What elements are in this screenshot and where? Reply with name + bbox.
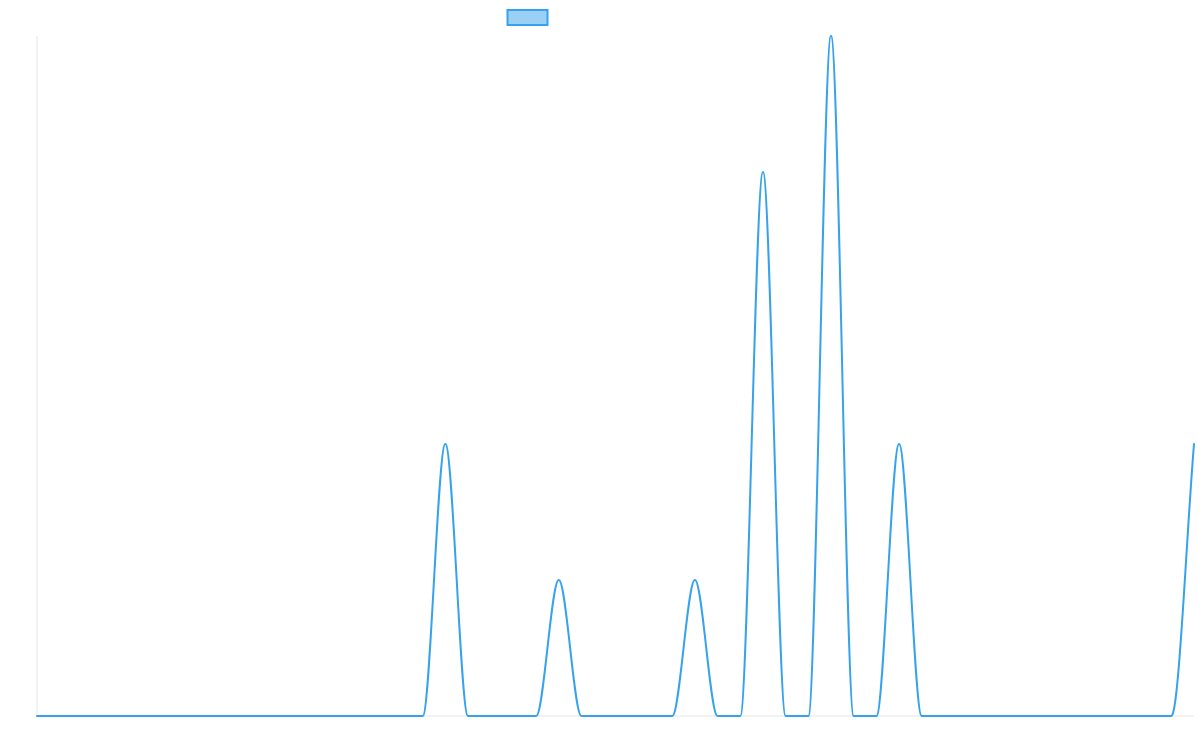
data-point[interactable]	[374, 713, 380, 719]
data-point[interactable]	[873, 713, 879, 719]
data-point[interactable]	[851, 713, 857, 719]
data-point[interactable]	[329, 713, 335, 719]
data-point[interactable]	[170, 713, 176, 719]
data-point[interactable]	[760, 169, 766, 175]
data-point[interactable]	[1032, 713, 1038, 719]
data-point[interactable]	[442, 441, 448, 447]
data-point[interactable]	[647, 713, 653, 719]
data-point[interactable]	[420, 713, 426, 719]
data-point[interactable]	[601, 713, 607, 719]
legend[interactable]	[506, 9, 549, 26]
data-point[interactable]	[805, 713, 811, 719]
data-point[interactable]	[533, 713, 539, 719]
data-point[interactable]	[783, 713, 789, 719]
data-point[interactable]	[1078, 713, 1084, 719]
points-group	[34, 33, 1197, 719]
axes	[36, 36, 1194, 717]
data-point[interactable]	[306, 713, 312, 719]
data-point[interactable]	[352, 713, 358, 719]
data-point[interactable]	[692, 577, 698, 583]
data-point[interactable]	[987, 713, 993, 719]
data-point[interactable]	[1100, 713, 1106, 719]
data-point[interactable]	[715, 713, 721, 719]
data-point[interactable]	[147, 713, 153, 719]
data-point[interactable]	[397, 713, 403, 719]
data-point[interactable]	[510, 713, 516, 719]
legend-swatch[interactable]	[506, 9, 549, 26]
series-line-0	[36, 35, 1195, 717]
data-point[interactable]	[1146, 713, 1152, 719]
data-point[interactable]	[964, 713, 970, 719]
data-point[interactable]	[465, 713, 471, 719]
data-point[interactable]	[1055, 713, 1061, 719]
data-point[interactable]	[1123, 713, 1129, 719]
data-point[interactable]	[669, 713, 675, 719]
data-point[interactable]	[79, 713, 85, 719]
data-point[interactable]	[102, 713, 108, 719]
data-point[interactable]	[1010, 713, 1016, 719]
data-point[interactable]	[896, 441, 902, 447]
data-point[interactable]	[828, 33, 834, 39]
data-point[interactable]	[1191, 441, 1197, 447]
data-point[interactable]	[284, 713, 290, 719]
data-point[interactable]	[215, 713, 221, 719]
data-point[interactable]	[193, 713, 199, 719]
data-point[interactable]	[238, 713, 244, 719]
data-point[interactable]	[578, 713, 584, 719]
data-point[interactable]	[125, 713, 131, 719]
data-point[interactable]	[488, 713, 494, 719]
data-point[interactable]	[737, 713, 743, 719]
data-point[interactable]	[556, 577, 562, 583]
data-point[interactable]	[261, 713, 267, 719]
data-point[interactable]	[624, 713, 630, 719]
data-point[interactable]	[1168, 713, 1174, 719]
data-point[interactable]	[34, 713, 40, 719]
data-point[interactable]	[57, 713, 63, 719]
series-group	[36, 35, 1195, 717]
data-point[interactable]	[941, 713, 947, 719]
data-point[interactable]	[919, 713, 925, 719]
